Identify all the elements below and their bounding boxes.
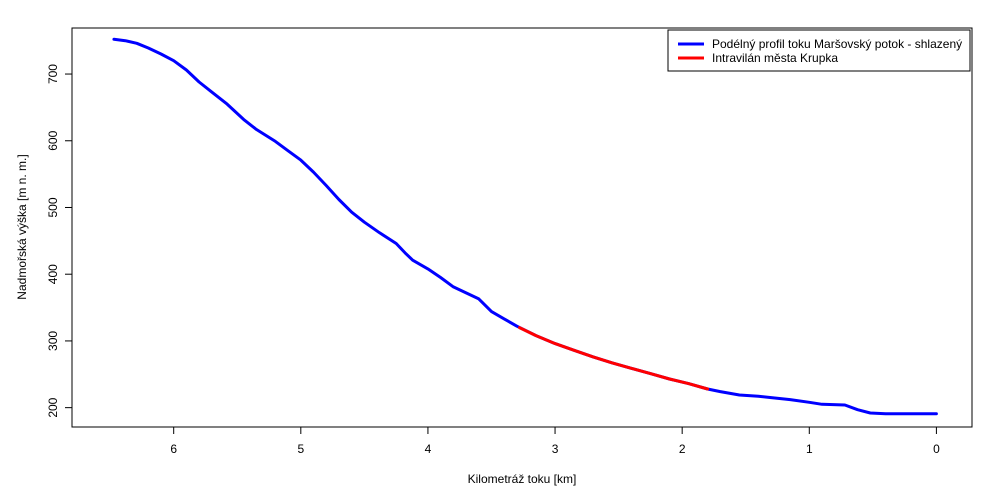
legend-label-intravilan: Intravilán města Krupka — [712, 51, 838, 65]
y-tick-label: 400 — [46, 264, 60, 284]
x-tick-label: 5 — [297, 442, 304, 456]
series-layer — [112, 37, 938, 416]
series-line-1 — [518, 326, 710, 391]
series-line-0 — [112, 37, 938, 416]
y-tick-label: 700 — [46, 64, 60, 84]
legend: Podélný profil toku Maršovský potok - sh… — [667, 29, 971, 72]
y-tick-label: 600 — [46, 130, 60, 150]
y-tick-label: 300 — [46, 331, 60, 351]
x-tick-label: 4 — [425, 442, 432, 456]
x-tick-label: 3 — [552, 442, 559, 456]
legend-box — [667, 29, 971, 72]
x-tick-label: 2 — [679, 442, 686, 456]
y-tick-label: 200 — [46, 397, 60, 417]
y-axis: 200 300 400 500 600 700 — [46, 64, 73, 418]
x-axis-label: Kilometráž toku [km] — [468, 472, 577, 486]
x-axis: 6 5 4 3 2 1 0 — [170, 426, 940, 456]
y-tick-label: 500 — [46, 197, 60, 217]
y-axis-label: Nadmořská výška [m n. m.] — [15, 154, 29, 299]
x-tick-label: 1 — [806, 442, 813, 456]
x-tick-label: 0 — [933, 442, 940, 456]
legend-label-profile: Podélný profil toku Maršovský potok - sh… — [712, 37, 962, 51]
x-tick-label: 6 — [170, 442, 177, 456]
